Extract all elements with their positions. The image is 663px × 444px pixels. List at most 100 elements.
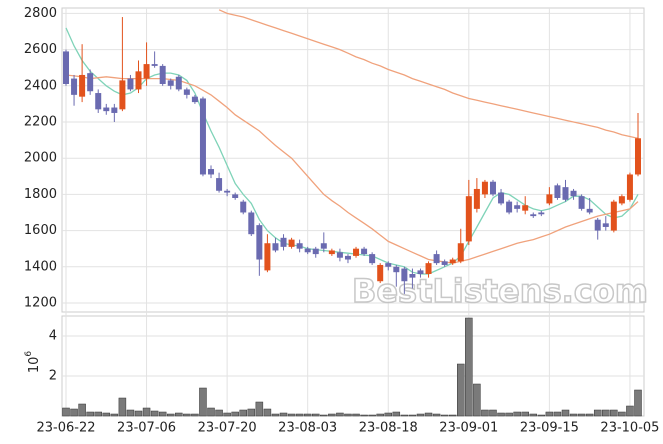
- offset-exponent: 6: [24, 351, 34, 357]
- candle-body: [498, 192, 505, 204]
- volume-bar: [384, 412, 393, 417]
- volume-bar: [440, 414, 449, 417]
- volume-bar: [432, 413, 441, 417]
- volume-bar: [295, 413, 304, 417]
- candle-body: [336, 252, 343, 258]
- volume-bar: [134, 410, 143, 417]
- y-tick-label: 2200: [24, 115, 57, 130]
- candle-body: [63, 51, 69, 84]
- candle-body: [344, 255, 351, 260]
- volume-bar: [247, 408, 256, 417]
- moving-average-line: [65, 74, 639, 264]
- volume-bar: [215, 409, 223, 417]
- watermark: BestListens.com: [352, 272, 648, 310]
- candle-body: [465, 196, 472, 242]
- volume-bar: [271, 413, 280, 417]
- candle-body: [191, 96, 198, 103]
- candle-body: [199, 98, 206, 175]
- candle-body: [151, 64, 158, 66]
- candle-body: [635, 138, 641, 175]
- candle-body: [514, 205, 521, 209]
- volume-bar: [118, 397, 127, 417]
- price-panel: [61, 7, 645, 313]
- y-tick-label: 1200: [24, 295, 57, 310]
- volume-bar: [320, 414, 328, 417]
- volume-bar: [368, 414, 376, 417]
- candle-body: [208, 169, 215, 175]
- volume-bar: [62, 407, 70, 417]
- candle-body: [409, 274, 416, 278]
- volume-bar: [231, 411, 239, 417]
- volume-bar: [158, 411, 167, 417]
- volume-bar: [448, 414, 457, 417]
- candle-body: [288, 239, 295, 247]
- candle-body: [610, 201, 617, 231]
- moving-average-line: [218, 9, 639, 139]
- candle-body: [272, 243, 279, 251]
- volume-bar: [602, 409, 610, 417]
- volume-bar: [545, 411, 554, 417]
- x-tick-label: 23-08-18: [359, 421, 418, 436]
- candle-body: [602, 223, 609, 227]
- candle-body: [530, 214, 537, 217]
- candle-body: [103, 107, 110, 112]
- candle-body: [280, 237, 287, 247]
- volume-bar: [102, 412, 111, 417]
- candle-body: [159, 65, 166, 84]
- candle-body: [256, 225, 263, 260]
- volume-bar: [78, 403, 86, 417]
- volume-bar: [577, 413, 586, 417]
- candle-body: [183, 89, 190, 95]
- volume-bar: [457, 363, 465, 417]
- volume-bar: [569, 413, 578, 417]
- volume-bar: [585, 413, 594, 417]
- volume-plot: [62, 317, 642, 417]
- candle-body: [224, 190, 231, 193]
- candle-body: [538, 212, 545, 215]
- x-tick-label: 23-06-22: [36, 421, 95, 436]
- volume-bar: [263, 408, 272, 417]
- y-tick-label: 2600: [24, 42, 57, 57]
- volume-bar: [110, 413, 119, 417]
- candle-body: [433, 254, 440, 264]
- candle-body: [304, 248, 311, 253]
- volume-bar: [497, 412, 505, 417]
- volume-bar: [150, 410, 159, 417]
- volume-bar: [489, 409, 497, 417]
- volume-bar: [86, 411, 94, 417]
- candle-body: [127, 78, 134, 90]
- candle-body: [248, 212, 255, 235]
- candle-body: [594, 219, 601, 231]
- volume-bar: [424, 412, 433, 417]
- volume-bar: [521, 411, 529, 417]
- volume-bar: [352, 413, 360, 417]
- candle-body: [119, 80, 126, 110]
- candle-body: [79, 74, 86, 97]
- candle-body: [489, 181, 496, 195]
- candle-body: [312, 248, 319, 255]
- candle-body: [175, 76, 182, 90]
- candle-body: [554, 185, 561, 198]
- volume-bar: [626, 405, 634, 417]
- volume-bar: [70, 408, 78, 417]
- volume-bar: [610, 409, 618, 417]
- volume-bar: [481, 409, 489, 417]
- x-tick-label: 23-10-05: [600, 421, 659, 436]
- volume-bar: [360, 414, 368, 417]
- volume-bar: [336, 412, 344, 417]
- volume-bar: [537, 414, 546, 417]
- candle-body: [377, 264, 384, 282]
- volume-bar: [505, 412, 513, 417]
- volume-bar: [94, 411, 102, 417]
- x-tick-label: 23-09-15: [520, 421, 579, 436]
- candle-body: [393, 266, 400, 273]
- volume-bar: [392, 411, 401, 417]
- volume-bar: [328, 413, 336, 417]
- x-tick-label: 23-08-03: [278, 421, 337, 436]
- volume-bar: [529, 413, 538, 417]
- candle-body: [111, 107, 118, 113]
- candle-body: [216, 178, 223, 191]
- candle-body: [143, 64, 150, 79]
- volume-panel: [61, 315, 645, 417]
